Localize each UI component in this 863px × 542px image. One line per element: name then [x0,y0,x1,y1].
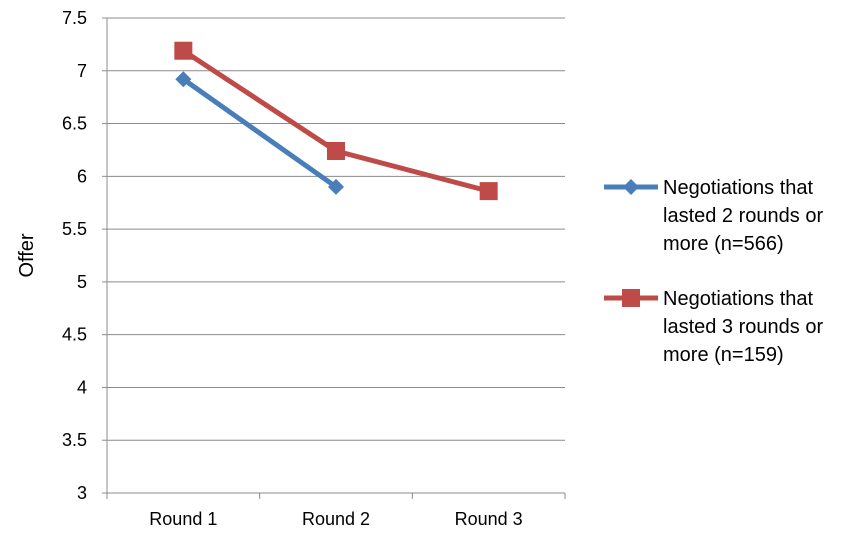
x-tick-labels: Round 1 Round 2 Round 3 [106,493,566,529]
y-tick-label: 7 [77,61,87,81]
y-tick-label: 4.5 [62,325,87,345]
x-tick-label: Round 3 [455,509,523,529]
legend-label: lasted 2 rounds or [663,205,823,227]
y-tick-label: 6 [77,166,87,186]
x-tick-label: Round 2 [302,509,370,529]
legend-label: Negotiations that [663,288,814,310]
legend-marker [622,289,640,307]
series-line [181,77,338,189]
y-tick-label: 6.5 [62,114,87,134]
gridlines [107,17,565,441]
series-1 [175,71,344,195]
y-tick-label: 3 [77,483,87,503]
y-tick-label: 4 [77,377,87,397]
y-tick-label: 5.5 [62,219,87,239]
data-point [175,71,192,88]
y-tick-labels: 3 3.5 4 4.5 5 5.5 6 6.5 7 7.5 [62,8,107,503]
data-point [479,182,498,201]
legend-marker [623,179,639,195]
y-tick-label: 5 [77,272,87,292]
data-point [328,178,344,195]
legend-label: lasted 3 rounds or [663,316,823,338]
legend-label: more (n=159) [663,344,784,366]
y-tick-label: 3.5 [62,430,87,450]
data-point [174,41,193,60]
series-layer [174,41,498,201]
legend: Negotiations that lasted 2 rounds or more … [604,177,823,366]
legend-label: Negotiations that [663,177,814,199]
legend-entry-1: Negotiations that lasted 2 rounds or more … [604,177,823,255]
legend-label: more (n=566) [663,233,784,255]
legend-entry-2: Negotiations that lasted 3 rounds or more … [604,288,823,366]
data-point [327,142,345,160]
axes [106,18,565,494]
series-2 [174,41,498,201]
y-axis-title: Offer [16,233,38,277]
x-tick-label: Round 1 [149,509,217,529]
series-line [181,48,490,194]
y-tick-label: 7.5 [62,8,87,28]
